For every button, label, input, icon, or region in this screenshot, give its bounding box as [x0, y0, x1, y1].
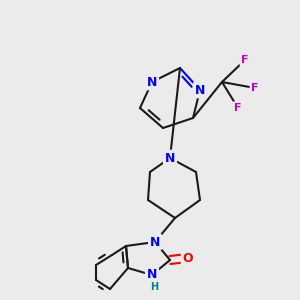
Text: N: N — [150, 236, 160, 248]
Text: F: F — [251, 83, 259, 93]
Text: N: N — [195, 83, 205, 97]
Text: O: O — [183, 251, 193, 265]
Text: H: H — [150, 282, 158, 292]
Text: F: F — [234, 103, 242, 113]
Text: N: N — [147, 268, 157, 281]
Text: N: N — [147, 76, 157, 88]
Text: F: F — [241, 55, 249, 65]
Text: N: N — [165, 152, 175, 164]
